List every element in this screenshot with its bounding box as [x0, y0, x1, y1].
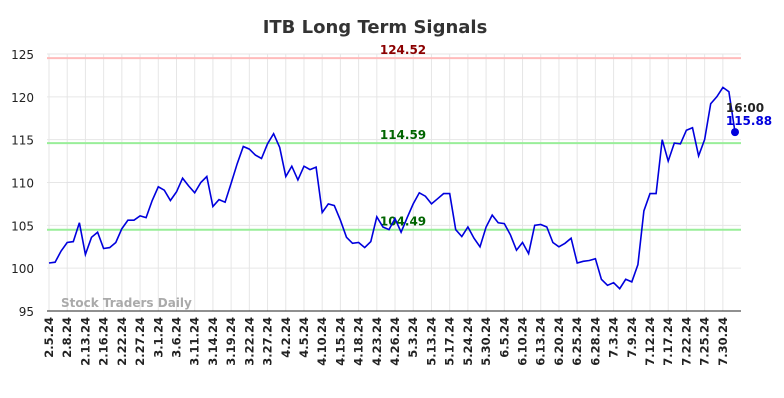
x-tick-label: 7.12.24 — [643, 317, 657, 366]
x-tick-label: 6.28.24 — [588, 317, 602, 366]
x-tick-label: 6.5.24 — [497, 317, 511, 358]
last-time: 16:00 — [726, 101, 764, 115]
chart-title: ITB Long Term Signals — [263, 17, 488, 38]
x-tick-label: 4.23.24 — [370, 317, 384, 366]
x-tick-label: 7.30.24 — [716, 317, 730, 366]
x-tick-label: 2.8.24 — [60, 317, 74, 358]
x-tick-label: 3.6.24 — [169, 317, 183, 358]
y-tick-label: 110 — [11, 177, 34, 191]
y-tick-label: 100 — [11, 262, 34, 276]
x-tick-label: 4.5.24 — [297, 317, 311, 358]
x-tick-label: 5.24.24 — [461, 317, 475, 366]
x-tick-label: 4.18.24 — [352, 317, 366, 366]
x-tick-label: 6.25.24 — [570, 317, 584, 366]
x-tick-label: 7.9.24 — [625, 317, 639, 358]
signal-label: 114.59 — [380, 128, 426, 142]
watermark: Stock Traders Daily — [61, 296, 192, 310]
x-tick-label: 3.11.24 — [188, 317, 202, 366]
y-tick-label: 125 — [11, 48, 34, 62]
x-tick-label: 2.27.24 — [133, 317, 147, 366]
x-tick-label: 6.13.24 — [534, 317, 548, 366]
x-tick-label: 4.10.24 — [315, 317, 329, 366]
x-tick-label: 5.30.24 — [479, 317, 493, 366]
x-tick-label: 3.1.24 — [151, 317, 165, 358]
y-tick-label: 95 — [19, 305, 34, 319]
x-tick-label: 6.10.24 — [516, 317, 530, 366]
y-tick-label: 105 — [11, 219, 34, 233]
x-tick-label: 7.25.24 — [698, 317, 712, 366]
last-point — [731, 128, 739, 137]
x-tick-label: 7.22.24 — [679, 317, 693, 366]
x-tick-label: 3.27.24 — [261, 317, 275, 366]
x-tick-label: 7.17.24 — [661, 317, 675, 366]
x-tick-label: 5.17.24 — [443, 317, 457, 366]
x-tick-label: 2.5.24 — [42, 317, 56, 358]
y-tick-label: 115 — [11, 134, 34, 148]
x-tick-label: 2.22.24 — [115, 317, 129, 366]
x-tick-label: 3.14.24 — [206, 317, 220, 366]
signal-label: 124.52 — [380, 43, 426, 57]
price-line — [48, 86, 736, 290]
x-tick-label: 7.3.24 — [607, 317, 621, 358]
x-tick-label: 4.15.24 — [333, 317, 347, 366]
x-tick-label: 5.13.24 — [424, 317, 438, 366]
x-tick-label: 4.2.24 — [279, 317, 293, 358]
x-tick-label: 3.22.24 — [242, 317, 256, 366]
x-tick-label: 2.13.24 — [78, 317, 92, 366]
x-tick-label: 5.3.24 — [406, 317, 420, 358]
x-tick-label: 2.16.24 — [97, 317, 111, 366]
y-tick-label: 120 — [11, 91, 34, 105]
x-tick-label: 4.26.24 — [388, 317, 402, 366]
x-tick-label: 3.19.24 — [224, 317, 238, 366]
x-tick-label: 6.20.24 — [552, 317, 566, 366]
last-value: 115.88 — [726, 114, 772, 128]
